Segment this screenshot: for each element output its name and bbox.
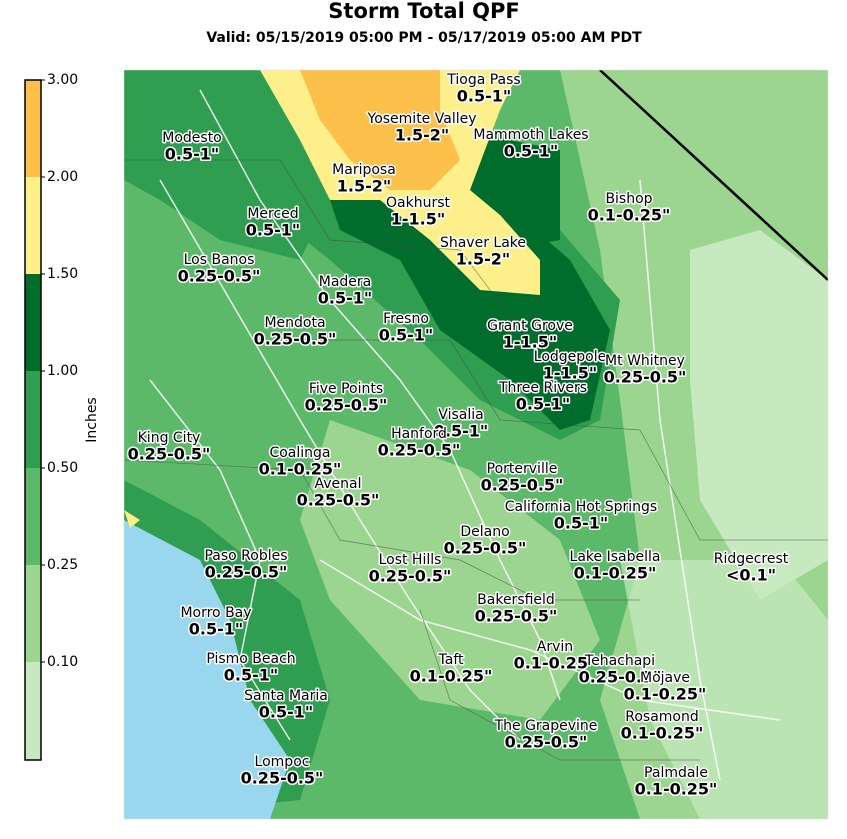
- place-name: Tioga Pass: [446, 72, 520, 88]
- place-name: Five Points: [309, 381, 383, 397]
- place-name: King City: [138, 430, 201, 446]
- place-amount: 0.1-0.25": [621, 724, 704, 743]
- place-amount: 0.1-0.25": [514, 654, 597, 673]
- place-name: Bakersfield: [477, 592, 555, 608]
- place-name: Lodgepole: [534, 349, 606, 365]
- place-amount: 0.5-1": [318, 289, 372, 308]
- place-name: Grant Grove: [487, 318, 573, 334]
- colorbar-label: Inches: [84, 397, 100, 442]
- place-name: Pismo Beach: [206, 651, 295, 667]
- place-name: Avenal: [315, 476, 362, 492]
- place-name: Tehachapi: [584, 653, 655, 669]
- colorbar-tick-label: 0.25: [47, 557, 78, 573]
- place-amount: 0.5-1": [189, 620, 243, 639]
- place-amount: 0.5-1": [379, 326, 433, 345]
- place-name: Hanford: [391, 426, 447, 442]
- map: [124, 70, 828, 819]
- place-name: Yosemite Valley: [367, 111, 477, 127]
- place-amount: 0.5-1": [516, 395, 570, 414]
- colorbar: [24, 79, 42, 761]
- place-amount: 1-1.5": [503, 333, 557, 352]
- place-name: The Grapevine: [494, 718, 598, 734]
- place-amount: 0.25-0.5": [604, 368, 687, 387]
- place-amount: 0.25-0.5": [128, 445, 211, 464]
- place-amount: 0.5-1": [504, 142, 558, 161]
- colorbar-tick-label: 3.00: [47, 72, 78, 88]
- colorbar-tick-label: 2.00: [47, 169, 78, 185]
- place-name: Paso Robles: [204, 548, 287, 564]
- place-amount: 0.25-0.5": [254, 330, 337, 349]
- place-amount: 1.5-2": [395, 126, 449, 145]
- place-amount: 0.5-1": [246, 221, 300, 240]
- place-amount: 0.25-0.5": [241, 769, 324, 788]
- place-name: Mendota: [264, 315, 325, 331]
- place-amount: <0.1": [726, 566, 776, 585]
- place-amount: 1-1.5": [391, 210, 445, 229]
- place-amount: 0.25-0.5": [505, 733, 588, 752]
- place-name: Fresno: [383, 311, 429, 327]
- place-name: Morro Bay: [180, 605, 251, 621]
- place-name: Palmdale: [644, 765, 708, 781]
- title: Storm Total QPF: [328, 0, 519, 23]
- place-amount: 0.25-0.5": [444, 539, 527, 558]
- place-name: Mt Whitney: [605, 353, 685, 369]
- place-amount: 0.25-0.5": [378, 441, 461, 460]
- place-name: Bishop: [605, 191, 652, 207]
- place-name: Coalinga: [269, 445, 330, 461]
- place-name: Lompoc: [255, 754, 310, 770]
- place-amount: 1.5-2": [337, 177, 391, 196]
- place-amount: 0.5-1": [259, 703, 313, 722]
- place-amount: 0.1-0.25": [574, 564, 657, 583]
- place-amount: 0.1-0.25": [588, 206, 671, 225]
- place-name: Taft: [438, 652, 464, 668]
- subtitle: Valid: 05/15/2019 05:00 PM - 05/17/2019 …: [206, 30, 642, 46]
- place-amount: 0.25-0.5": [178, 267, 261, 286]
- place-amount: 0.25-0.5": [297, 491, 380, 510]
- place-amount: 0.5-1": [165, 145, 219, 164]
- place-name: Delano: [460, 524, 509, 540]
- place-name: Lost Hills: [379, 552, 442, 568]
- place-name: Ridgecrest: [714, 551, 789, 567]
- place-amount: 0.5-1": [457, 87, 511, 106]
- place-name: Mammoth Lakes: [473, 127, 588, 143]
- place-name: Arvin: [537, 639, 573, 655]
- place-amount: 0.1-0.25": [624, 685, 707, 704]
- colorbar-tick-label: 0.10: [47, 654, 78, 670]
- colorbar-tick-label: 1.50: [47, 266, 78, 282]
- place-amount: 0.25-0.5": [579, 668, 662, 687]
- place-name: Visalia: [438, 407, 483, 423]
- place-name: Mojave: [640, 670, 690, 686]
- place-amount: 0.1-0.25": [259, 460, 342, 479]
- place-name: Santa Maria: [244, 688, 328, 704]
- place-amount: 0.5-1": [434, 422, 488, 441]
- place-amount: 0.25-0.5": [305, 396, 388, 415]
- place-name: Merced: [247, 206, 298, 222]
- place-name: Rosamond: [625, 709, 699, 725]
- place-amount: 0.1-0.25": [410, 667, 493, 686]
- place-name: Porterville: [487, 461, 558, 477]
- place-name: Madera: [319, 274, 372, 290]
- place-name: Three Rivers: [498, 380, 587, 396]
- place-name: Modesto: [162, 130, 222, 146]
- place-name: Lake Isabella: [570, 549, 661, 565]
- place-amount: 0.25-0.5": [475, 607, 558, 626]
- place-amount: 0.25-0.5": [481, 476, 564, 495]
- place-amount: 0.25-0.5": [205, 563, 288, 582]
- place-amount: 1-1.5": [543, 364, 597, 383]
- place-name: Shaver Lake: [440, 235, 526, 251]
- colorbar-tick-label: 1.00: [47, 363, 78, 379]
- colorbar-tick-label: 0.50: [47, 460, 78, 476]
- place-name: Los Banos: [184, 252, 255, 268]
- place-name: Mariposa: [332, 162, 396, 178]
- place-name: Oakhurst: [386, 195, 451, 211]
- place-amount: 0.5-1": [554, 514, 608, 533]
- place-amount: 0.25-0.5": [369, 567, 452, 586]
- place-name: California Hot Springs: [505, 499, 657, 515]
- place-amount: 0.1-0.25": [635, 780, 718, 799]
- place-amount: 1.5-2": [456, 250, 510, 269]
- place-amount: 0.5-1": [224, 666, 278, 685]
